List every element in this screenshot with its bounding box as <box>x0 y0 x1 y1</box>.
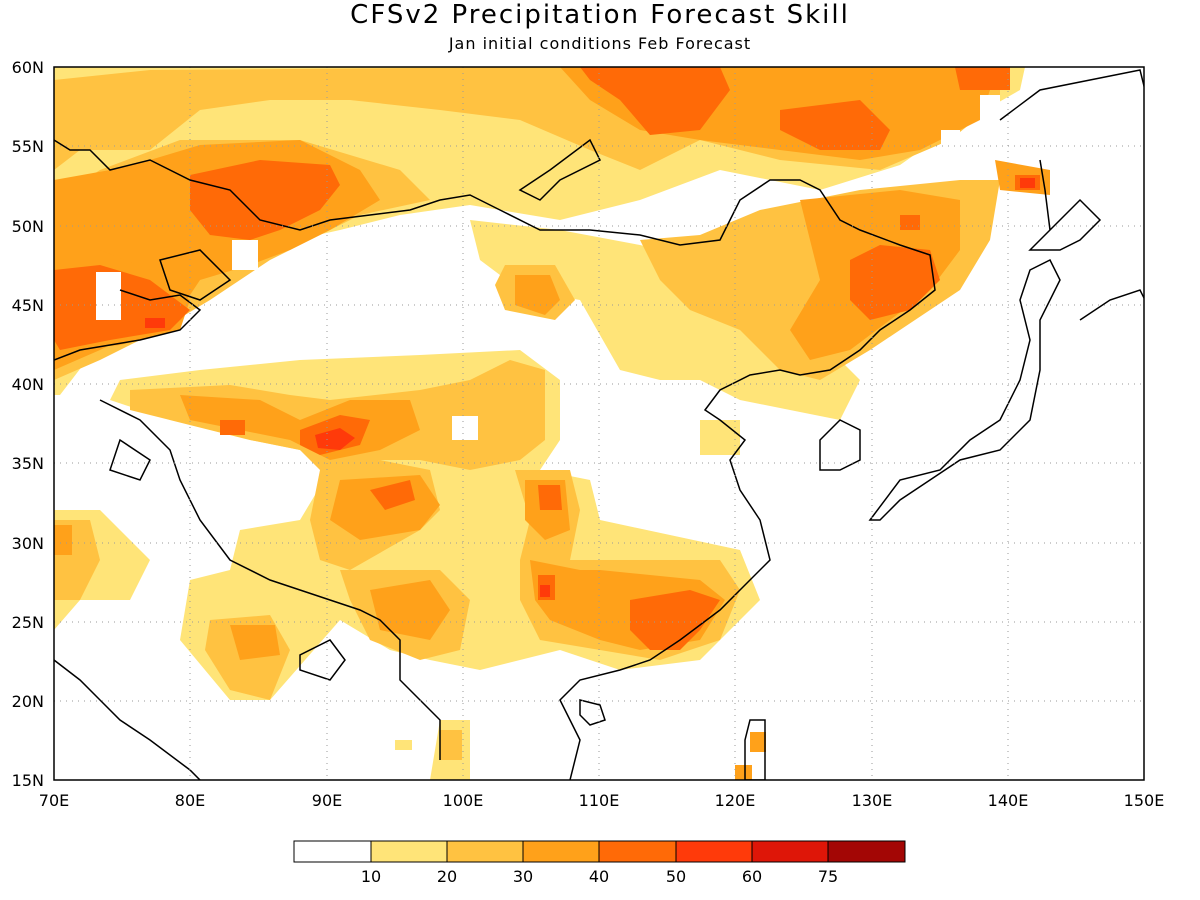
lat-tick-label: 55N <box>12 137 44 156</box>
lat-tick-label: 60N <box>12 58 44 77</box>
map-frame <box>53 66 1145 781</box>
lat-axis: 60N 55N 50N 45N 40N 35N 30N 25N 20N 15N <box>12 58 44 790</box>
lon-tick-label: 130E <box>852 791 893 810</box>
lon-tick-label: 100E <box>443 791 484 810</box>
lon-tick-label: 120E <box>715 791 756 810</box>
skill-band-50-60 <box>145 178 1035 597</box>
lon-tick-label: 110E <box>579 791 620 810</box>
lon-tick-label: 70E <box>39 791 69 810</box>
lon-tick-label: 80E <box>175 791 205 810</box>
map-subtitle: Jan initial conditions Feb Forecast <box>448 34 752 53</box>
legend-swatch <box>522 840 600 863</box>
lat-tick-label: 35N <box>12 454 44 473</box>
legend-swatch <box>675 840 753 863</box>
mask-cells <box>96 95 1000 440</box>
lat-tick-label: 15N <box>12 771 44 790</box>
lon-tick-label: 90E <box>312 791 342 810</box>
lat-tick-label: 50N <box>12 217 44 236</box>
lon-axis: 70E 80E 90E 100E 110E 120E 130E 140E 150… <box>39 791 1165 810</box>
lon-tick-label: 150E <box>1124 791 1165 810</box>
legend-label: 75 <box>818 867 838 886</box>
skill-shading <box>54 67 1050 780</box>
lat-tick-label: 20N <box>12 692 44 711</box>
legend-label: 20 <box>437 867 457 886</box>
legend-label: 40 <box>589 867 609 886</box>
lon-tick-label: 140E <box>988 791 1029 810</box>
lat-tick-label: 40N <box>12 375 44 394</box>
legend-label: 30 <box>513 867 533 886</box>
lat-tick-label: 25N <box>12 613 44 632</box>
legend-label: 60 <box>742 867 762 886</box>
legend-label: 50 <box>666 867 686 886</box>
gridlines <box>54 67 1144 780</box>
legend-swatch <box>293 840 372 863</box>
color-legend: 10 20 30 40 50 60 75 <box>293 840 906 886</box>
legend-swatch <box>446 840 524 863</box>
legend-label: 10 <box>361 867 381 886</box>
legend-swatch <box>370 840 448 863</box>
coastlines <box>54 69 1144 780</box>
lat-tick-label: 45N <box>12 296 44 315</box>
legend-swatch <box>598 840 677 863</box>
legend-swatch <box>751 840 829 863</box>
map-title: CFSv2 Precipitation Forecast Skill <box>350 0 850 30</box>
skill-band-40-50 <box>54 67 1040 650</box>
lat-tick-label: 30N <box>12 534 44 553</box>
legend-swatch <box>827 840 906 863</box>
